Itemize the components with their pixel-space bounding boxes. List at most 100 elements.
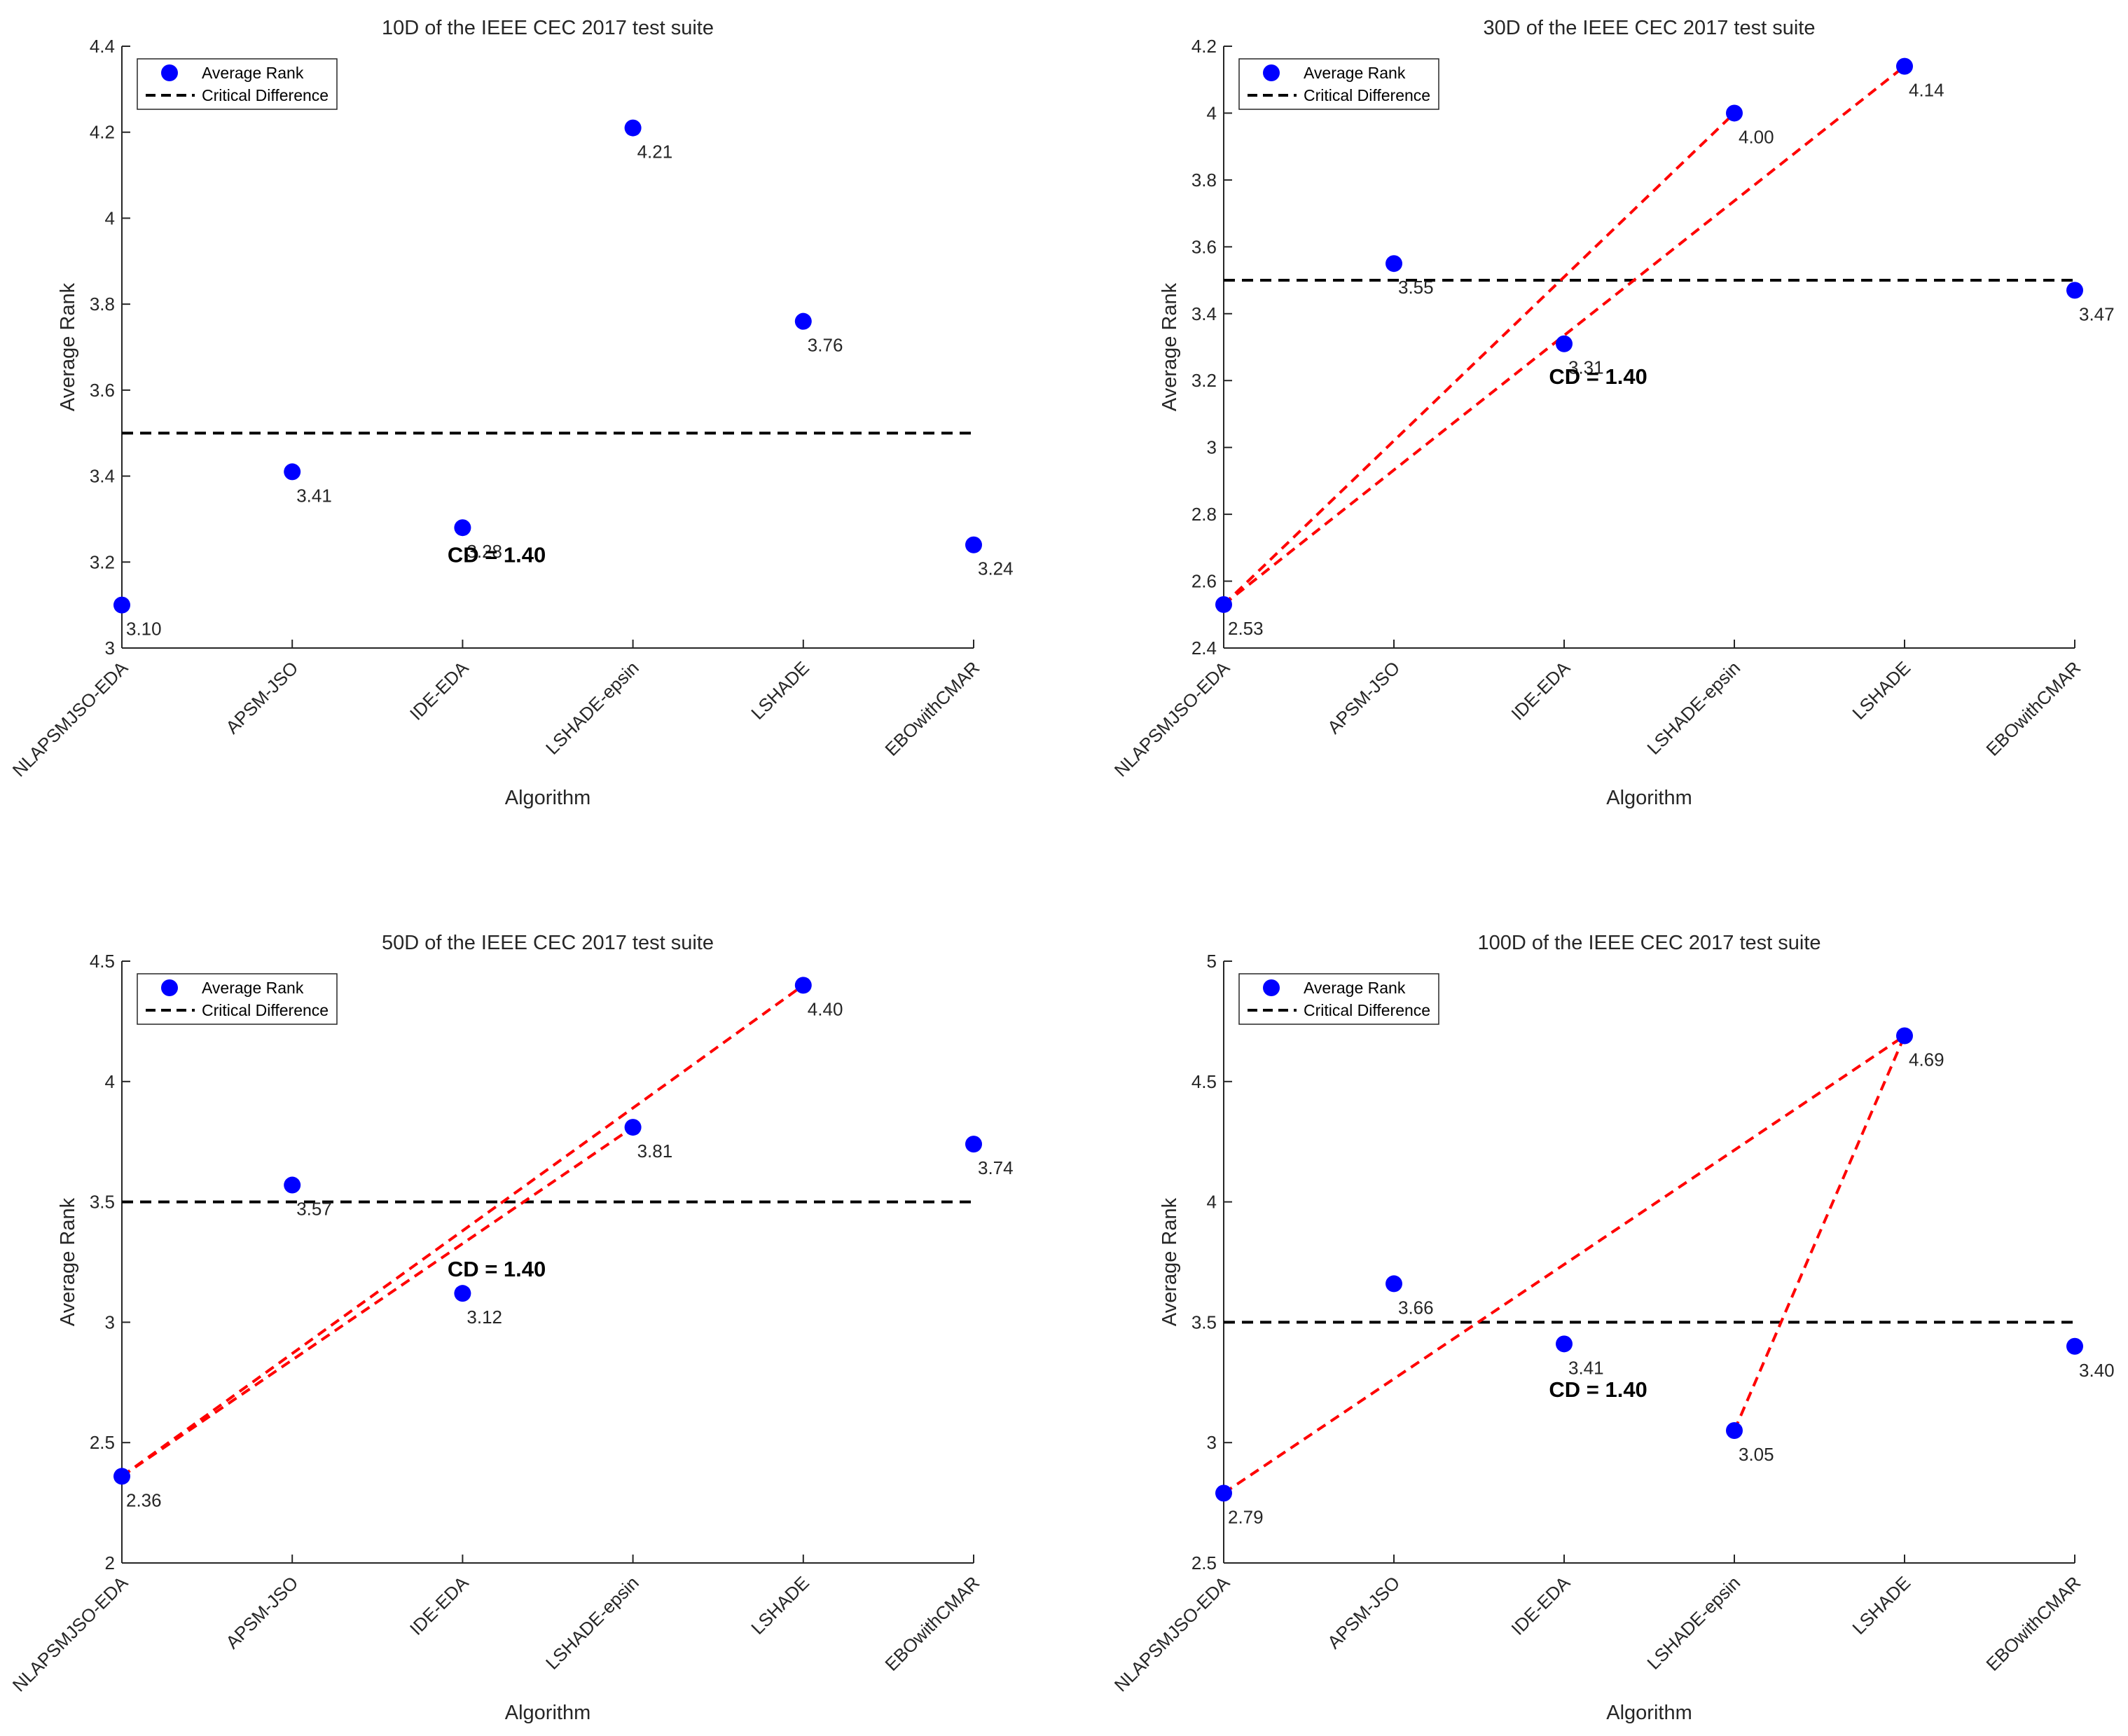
- y-tick-label: 4: [105, 207, 115, 228]
- data-point: [1896, 57, 1913, 75]
- x-tick-label: EBOwithCMAR: [1982, 1572, 2085, 1675]
- data-point: [1896, 1027, 1913, 1045]
- data-label: 4.00: [1739, 126, 1774, 147]
- legend-marker-symbol: [161, 979, 178, 996]
- data-label: 3.10: [126, 619, 162, 640]
- data-point: [2066, 282, 2083, 299]
- y-tick-label: 4: [105, 1071, 115, 1092]
- data-point: [965, 536, 982, 553]
- data-label: 3.76: [808, 335, 843, 356]
- data-label: 3.05: [1739, 1444, 1774, 1465]
- significance-line: [1222, 1034, 1906, 1495]
- y-tick-label: 3.8: [1191, 170, 1217, 191]
- data-point: [1726, 1422, 1743, 1440]
- chart-panel-3: 50D of the IEEE CEC 2017 test suite 2 2.5 3…: [8, 932, 1014, 1724]
- legend-marker-symbol: [1263, 979, 1280, 996]
- data-point: [1556, 1335, 1573, 1353]
- significance-line: [1733, 1035, 1906, 1431]
- chart-title: 100D of the IEEE CEC 2017 test suite: [1477, 932, 1820, 954]
- x-tick-label: LSHADE: [747, 657, 813, 724]
- significance-line: [1222, 112, 1736, 606]
- legend-item-average-rank: Average Rank: [202, 64, 304, 82]
- data-point: [113, 596, 130, 614]
- data-label: 3.12: [467, 1307, 502, 1328]
- legend-item-critical-difference: Critical Difference: [1304, 86, 1430, 104]
- x-tick-label: LSHADE: [747, 1572, 813, 1639]
- chart-title: 50D of the IEEE CEC 2017 test suite: [382, 932, 714, 954]
- data-point: [1386, 255, 1402, 273]
- y-tick-label: 3.8: [90, 294, 115, 315]
- data-point: [794, 977, 812, 994]
- legend-item-average-rank: Average Rank: [1304, 64, 1406, 82]
- data-label: 3.55: [1398, 277, 1434, 298]
- data-point: [1726, 104, 1743, 122]
- y-tick-label: 4.5: [90, 951, 115, 972]
- y-tick-label: 3.5: [1191, 1311, 1217, 1332]
- legend-item-critical-difference: Critical Difference: [202, 86, 329, 104]
- data-point: [2066, 1337, 2083, 1355]
- data-point: [284, 463, 301, 481]
- data-label: 3.47: [2079, 303, 2115, 324]
- chart-panel-4: 100D of the IEEE CEC 2017 test suite 2.5 3…: [1110, 932, 2115, 1724]
- data-label: 3.41: [1568, 1357, 1604, 1378]
- data-label: 3.31: [1568, 357, 1604, 378]
- data-label: 2.53: [1228, 618, 1264, 639]
- chart-title: 10D of the IEEE CEC 2017 test suite: [382, 17, 714, 39]
- legend: Average Rank Critical Difference: [137, 58, 338, 110]
- x-tick-label: IDE-EDA: [406, 657, 473, 724]
- significance-line: [120, 984, 804, 1477]
- y-tick-label: 3.2: [1191, 370, 1217, 391]
- data-point: [454, 1285, 471, 1302]
- legend-item-average-rank: Average Rank: [1304, 979, 1406, 997]
- y-tick-label: 3.6: [1191, 236, 1217, 257]
- x-tick-label: LSHADE-epsin: [541, 1572, 643, 1674]
- y-tick-label: 2.8: [1191, 504, 1217, 525]
- x-tick-label: NLAPSMJSO-EDA: [1110, 657, 1234, 781]
- data-label: 3.40: [2079, 1360, 2115, 1381]
- cd-annotation: CD = 1.40: [448, 1257, 546, 1281]
- x-tick-label: IDE-EDA: [1507, 1572, 1574, 1639]
- chart-title: 30D of the IEEE CEC 2017 test suite: [1484, 17, 1816, 39]
- y-tick-label: 4: [1207, 1192, 1217, 1213]
- y-tick-label: 2: [105, 1552, 115, 1573]
- data-point: [1215, 595, 1232, 613]
- x-tick-label: IDE-EDA: [1507, 657, 1574, 724]
- data-label: 3.74: [978, 1157, 1014, 1178]
- data-point: [965, 1136, 982, 1153]
- y-tick-label: 3.4: [90, 466, 115, 487]
- cd-annotation: CD = 1.40: [1549, 1377, 1647, 1402]
- y-tick-label: 3.2: [90, 551, 115, 572]
- x-axis-label: Algorithm: [505, 787, 591, 809]
- legend-item-critical-difference: Critical Difference: [1304, 1001, 1430, 1019]
- data-label: 2.36: [126, 1489, 162, 1510]
- data-point: [284, 1176, 301, 1194]
- legend: Average Rank Critical Difference: [1238, 973, 1439, 1025]
- x-tick-label: LSHADE: [1848, 1572, 1914, 1639]
- x-tick-label: IDE-EDA: [406, 1572, 473, 1639]
- y-axis-label: Average Rank: [57, 1197, 79, 1326]
- x-tick-label: APSM-JSO: [1323, 657, 1404, 738]
- legend: Average Rank Critical Difference: [137, 973, 338, 1025]
- y-tick-label: 3.4: [1191, 303, 1217, 324]
- legend-item-average-rank: Average Rank: [202, 979, 304, 997]
- x-tick-label: APSM-JSO: [221, 657, 302, 738]
- data-label: 3.28: [467, 541, 502, 562]
- x-axis-label: Algorithm: [1606, 1702, 1692, 1724]
- x-tick-label: EBOwithCMAR: [880, 657, 983, 760]
- y-tick-label: 3.5: [90, 1192, 115, 1213]
- data-label: 4.21: [637, 142, 673, 163]
- x-tick-label: EBOwithCMAR: [1982, 657, 2085, 760]
- y-tick-label: 4.5: [1191, 1071, 1217, 1092]
- y-tick-label: 3: [1207, 437, 1217, 458]
- x-tick-label: NLAPSMJSO-EDA: [8, 657, 132, 781]
- y-tick-label: 3: [105, 1311, 115, 1332]
- x-tick-label: APSM-JSO: [1323, 1572, 1404, 1653]
- y-tick-label: 4.2: [1191, 36, 1217, 57]
- cd-annotation: CD = 1.40: [448, 542, 546, 567]
- x-tick-label: NLAPSMJSO-EDA: [8, 1572, 132, 1696]
- data-point: [624, 119, 642, 137]
- legend-item-critical-difference: Critical Difference: [202, 1001, 329, 1019]
- x-tick-label: APSM-JSO: [221, 1572, 302, 1653]
- y-axis-label: Average Rank: [57, 282, 79, 411]
